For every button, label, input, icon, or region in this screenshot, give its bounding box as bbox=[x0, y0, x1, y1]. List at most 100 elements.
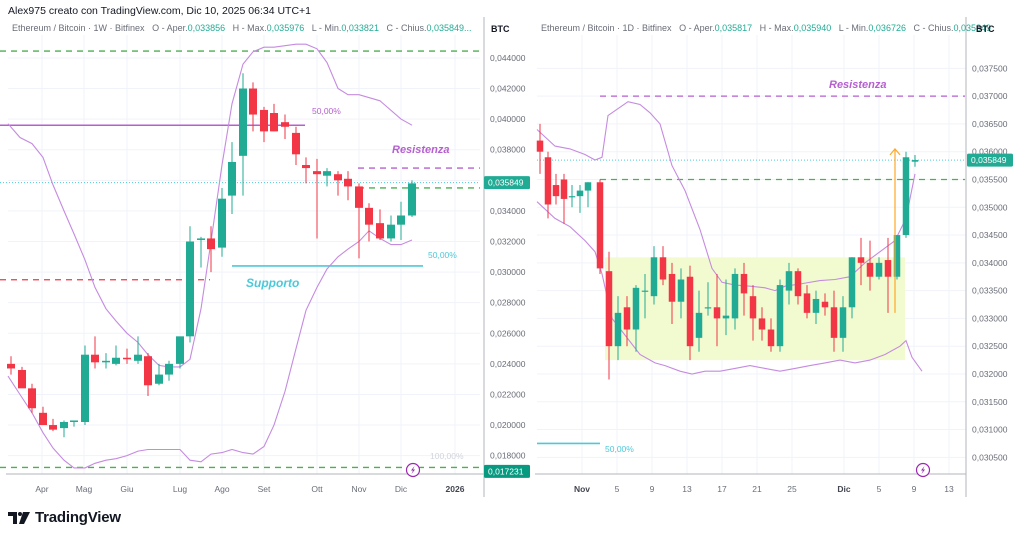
right-high-label: H - Max. bbox=[759, 23, 794, 33]
candle[interactable] bbox=[650, 246, 658, 305]
candle[interactable] bbox=[893, 235, 901, 280]
candle[interactable] bbox=[740, 262, 748, 316]
price-tick-label: 0,035000 bbox=[972, 202, 1008, 212]
candle[interactable] bbox=[641, 273, 649, 319]
candle[interactable] bbox=[695, 290, 703, 352]
candle[interactable] bbox=[344, 171, 352, 201]
candle[interactable] bbox=[821, 293, 829, 316]
candle[interactable] bbox=[544, 151, 552, 219]
candle[interactable] bbox=[536, 123, 544, 174]
candle[interactable] bbox=[144, 353, 152, 396]
tradingview-logo[interactable]: TradingView bbox=[8, 509, 121, 526]
candle[interactable] bbox=[102, 353, 110, 369]
svg-text:0,035849: 0,035849 bbox=[488, 178, 524, 188]
candle[interactable] bbox=[704, 282, 712, 316]
candle[interactable] bbox=[218, 187, 226, 257]
candle[interactable] bbox=[614, 296, 622, 361]
bollinger-upper-band bbox=[7, 43, 413, 368]
right-axis-currency: BTC bbox=[976, 24, 995, 34]
consolidation-range-box[interactable] bbox=[605, 257, 905, 361]
candle[interactable] bbox=[875, 257, 883, 280]
candle[interactable] bbox=[911, 155, 919, 167]
candle[interactable] bbox=[292, 126, 300, 166]
candle[interactable] bbox=[70, 420, 78, 427]
candle[interactable] bbox=[848, 257, 856, 319]
candle[interactable] bbox=[722, 279, 730, 336]
candle[interactable] bbox=[365, 203, 373, 242]
candle[interactable] bbox=[60, 420, 68, 438]
left-lightning-event-icon[interactable] bbox=[405, 462, 421, 478]
candle[interactable] bbox=[323, 168, 331, 187]
time-tick-label: Nov bbox=[351, 484, 367, 494]
candle[interactable] bbox=[123, 348, 131, 364]
candle[interactable] bbox=[207, 226, 215, 273]
candle[interactable] bbox=[713, 273, 721, 347]
candle[interactable] bbox=[668, 262, 676, 324]
candle[interactable] bbox=[812, 290, 820, 324]
time-tick-label: 5 bbox=[877, 484, 882, 494]
candle[interactable] bbox=[197, 236, 205, 268]
candle[interactable] bbox=[186, 226, 194, 343]
candle[interactable] bbox=[313, 158, 321, 239]
candle[interactable] bbox=[758, 307, 766, 341]
left-chart-canvas[interactable]: 0,018000 0,020000 0,022000 0,024000 0,026000… bbox=[0, 17, 530, 497]
left-chart-panel[interactable]: 0,018000 0,020000 0,022000 0,024000 0,026000… bbox=[0, 17, 530, 497]
candle[interactable] bbox=[584, 182, 592, 208]
candle[interactable] bbox=[830, 290, 838, 352]
candle[interactable] bbox=[785, 262, 793, 305]
candle[interactable] bbox=[560, 173, 568, 224]
candle[interactable] bbox=[387, 215, 395, 242]
candle[interactable] bbox=[632, 285, 640, 352]
candle[interactable] bbox=[18, 366, 26, 389]
candle[interactable] bbox=[334, 171, 342, 196]
right-lightning-event-icon[interactable] bbox=[915, 462, 931, 478]
candle[interactable] bbox=[568, 185, 576, 208]
candle[interactable] bbox=[803, 285, 811, 319]
candle[interactable] bbox=[686, 265, 694, 361]
candle[interactable] bbox=[576, 185, 584, 213]
candle[interactable] bbox=[81, 345, 89, 426]
candle[interactable] bbox=[281, 114, 289, 140]
candle[interactable] bbox=[866, 240, 874, 291]
candle[interactable] bbox=[408, 180, 416, 218]
left-open-label: O - Aper. bbox=[152, 23, 188, 33]
candle[interactable] bbox=[376, 209, 384, 240]
candle[interactable] bbox=[39, 406, 47, 426]
candle[interactable] bbox=[749, 285, 757, 341]
candle[interactable] bbox=[155, 363, 163, 386]
price-tick-label: 0,020000 bbox=[490, 420, 526, 430]
candle[interactable] bbox=[839, 296, 847, 352]
candle[interactable] bbox=[228, 142, 236, 214]
candle[interactable] bbox=[7, 356, 15, 375]
candle[interactable] bbox=[884, 237, 892, 313]
candle[interactable] bbox=[49, 418, 57, 432]
candle[interactable] bbox=[776, 279, 784, 352]
candle[interactable] bbox=[270, 103, 278, 132]
candle[interactable] bbox=[552, 173, 560, 205]
candle[interactable] bbox=[260, 106, 268, 143]
candle[interactable] bbox=[857, 237, 865, 286]
candle[interactable] bbox=[165, 360, 173, 381]
candle[interactable] bbox=[355, 183, 363, 259]
candle[interactable] bbox=[239, 73, 247, 196]
candle[interactable] bbox=[397, 201, 405, 240]
candle[interactable] bbox=[902, 151, 910, 238]
candle[interactable] bbox=[767, 318, 775, 352]
candle[interactable] bbox=[596, 179, 604, 274]
candle[interactable] bbox=[677, 268, 685, 319]
time-tick-label: Nov bbox=[574, 484, 590, 494]
candle[interactable] bbox=[731, 268, 739, 330]
candle[interactable] bbox=[659, 246, 667, 286]
price-tick-label: 0,030500 bbox=[972, 452, 1008, 462]
candle[interactable] bbox=[134, 336, 142, 364]
candle[interactable] bbox=[605, 251, 613, 380]
candle[interactable] bbox=[623, 296, 631, 347]
tradingview-logo-text: TradingView bbox=[35, 509, 121, 526]
candle[interactable] bbox=[176, 336, 184, 369]
candle[interactable] bbox=[794, 268, 802, 305]
candle[interactable] bbox=[112, 345, 120, 366]
candle[interactable] bbox=[249, 82, 257, 132]
candle[interactable] bbox=[28, 383, 36, 413]
candle[interactable] bbox=[302, 157, 310, 184]
candle[interactable] bbox=[91, 336, 99, 369]
